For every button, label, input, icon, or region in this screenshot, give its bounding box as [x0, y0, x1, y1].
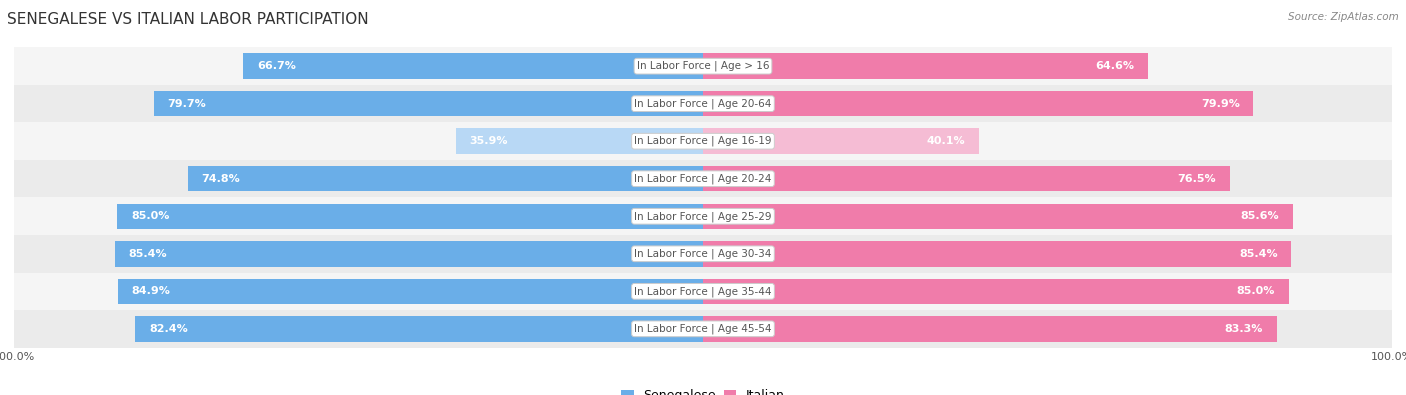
Bar — [187, 166, 703, 192]
Text: 84.9%: 84.9% — [132, 286, 170, 296]
Text: In Labor Force | Age 20-24: In Labor Force | Age 20-24 — [634, 173, 772, 184]
Text: 74.8%: 74.8% — [201, 174, 240, 184]
Bar — [14, 198, 703, 235]
Text: 76.5%: 76.5% — [1178, 174, 1216, 184]
Text: In Labor Force | Age 20-64: In Labor Force | Age 20-64 — [634, 98, 772, 109]
Text: 83.3%: 83.3% — [1225, 324, 1263, 334]
Text: 40.1%: 40.1% — [927, 136, 966, 146]
Bar — [14, 310, 703, 348]
Bar — [703, 53, 1149, 79]
Bar — [14, 122, 703, 160]
Bar — [703, 241, 1291, 267]
Bar — [703, 122, 1392, 160]
Bar — [703, 160, 1392, 198]
Text: In Labor Force | Age 35-44: In Labor Force | Age 35-44 — [634, 286, 772, 297]
Text: 85.0%: 85.0% — [131, 211, 170, 221]
Text: In Labor Force | Age 25-29: In Labor Force | Age 25-29 — [634, 211, 772, 222]
Text: 85.4%: 85.4% — [1239, 249, 1278, 259]
Bar — [14, 160, 703, 198]
Bar — [703, 47, 1392, 85]
Bar — [703, 203, 1292, 229]
Bar — [703, 310, 1392, 348]
Text: Source: ZipAtlas.com: Source: ZipAtlas.com — [1288, 12, 1399, 22]
Bar — [153, 91, 703, 117]
Text: In Labor Force | Age 30-34: In Labor Force | Age 30-34 — [634, 248, 772, 259]
Bar — [703, 198, 1392, 235]
Bar — [115, 241, 703, 267]
Bar — [14, 47, 703, 85]
Legend: Senegalese, Italian: Senegalese, Italian — [616, 384, 790, 395]
Bar — [703, 166, 1230, 192]
Bar — [14, 85, 703, 122]
Bar — [456, 128, 703, 154]
Bar — [117, 203, 703, 229]
Text: In Labor Force | Age 45-54: In Labor Force | Age 45-54 — [634, 324, 772, 334]
Text: 82.4%: 82.4% — [149, 324, 188, 334]
Text: 66.7%: 66.7% — [257, 61, 297, 71]
Text: 79.9%: 79.9% — [1201, 99, 1240, 109]
Text: 35.9%: 35.9% — [470, 136, 508, 146]
Bar — [703, 235, 1392, 273]
Bar — [703, 91, 1254, 117]
Bar — [14, 235, 703, 273]
Bar — [118, 278, 703, 304]
Bar — [703, 85, 1392, 122]
Bar — [703, 273, 1392, 310]
Bar — [703, 128, 979, 154]
Bar — [703, 316, 1277, 342]
Text: 79.7%: 79.7% — [167, 99, 207, 109]
Text: SENEGALESE VS ITALIAN LABOR PARTICIPATION: SENEGALESE VS ITALIAN LABOR PARTICIPATIO… — [7, 12, 368, 27]
Text: 85.4%: 85.4% — [128, 249, 167, 259]
Bar — [703, 278, 1289, 304]
Text: 64.6%: 64.6% — [1095, 61, 1135, 71]
Text: 85.0%: 85.0% — [1236, 286, 1275, 296]
Text: 85.6%: 85.6% — [1240, 211, 1279, 221]
Bar — [243, 53, 703, 79]
Text: In Labor Force | Age > 16: In Labor Force | Age > 16 — [637, 61, 769, 71]
Text: In Labor Force | Age 16-19: In Labor Force | Age 16-19 — [634, 136, 772, 147]
Bar — [135, 316, 703, 342]
Bar — [14, 273, 703, 310]
